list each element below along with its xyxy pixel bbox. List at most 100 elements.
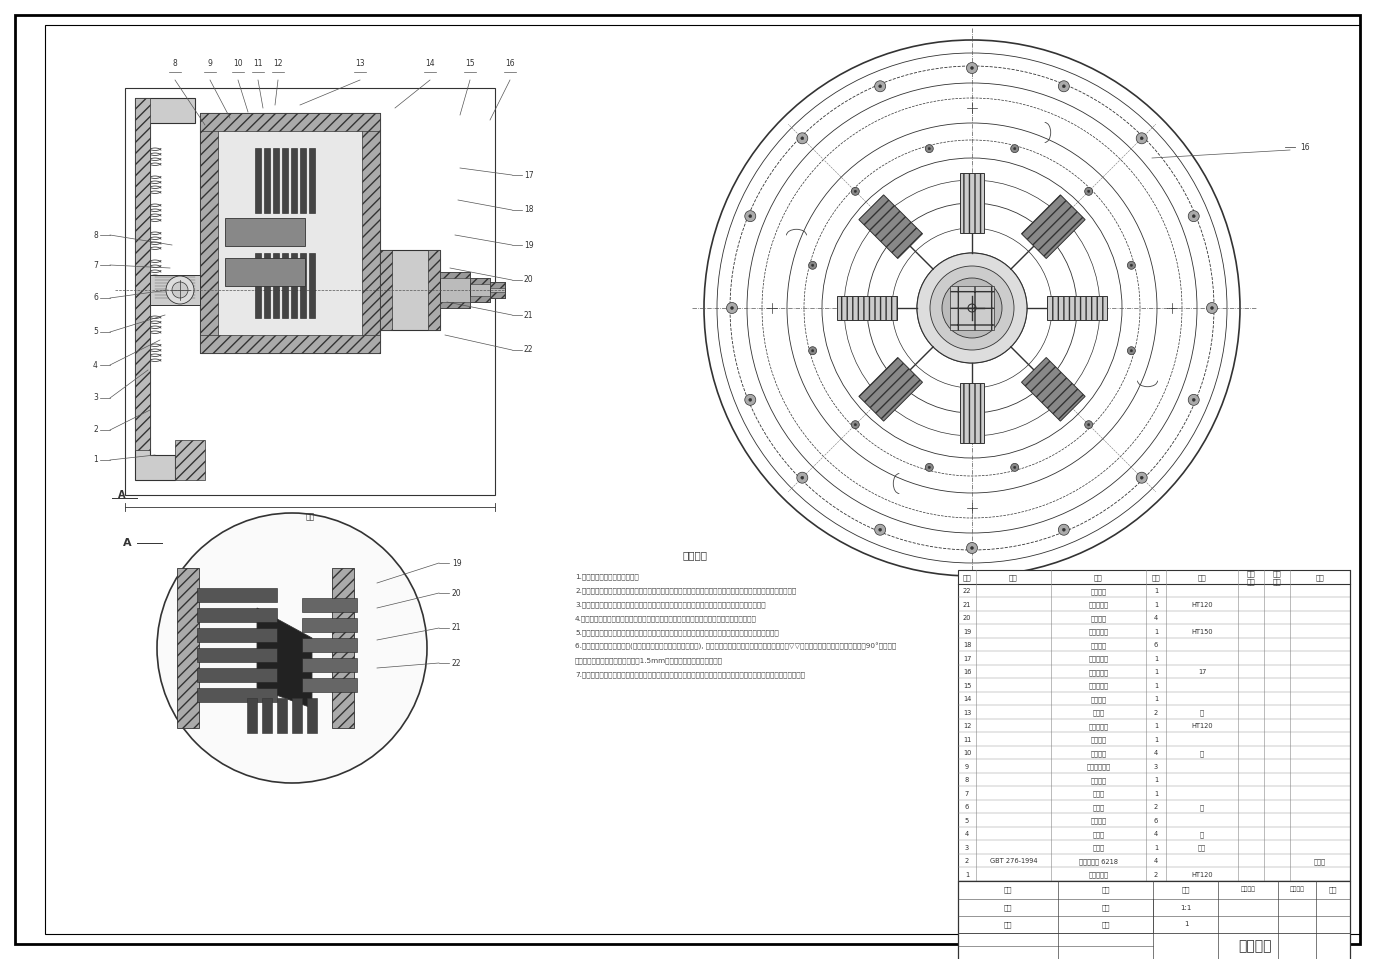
Bar: [309, 253, 315, 318]
Text: 4: 4: [1154, 616, 1158, 621]
Text: HT120: HT120: [1191, 601, 1213, 608]
Circle shape: [166, 276, 194, 304]
Text: 2: 2: [1154, 710, 1158, 715]
Text: 20: 20: [524, 275, 534, 285]
Text: A: A: [118, 490, 125, 500]
Circle shape: [930, 266, 1013, 350]
Circle shape: [800, 137, 804, 140]
Bar: [135, 98, 150, 450]
Text: 1:1: 1:1: [1180, 904, 1192, 910]
Text: 17: 17: [962, 656, 971, 662]
Circle shape: [1188, 211, 1199, 222]
Circle shape: [854, 424, 857, 426]
Circle shape: [172, 282, 188, 298]
Bar: [197, 648, 276, 662]
Circle shape: [968, 184, 975, 192]
Text: 3.进入装配的零件无毛刺（包括冲裁件、热处件），确保零件的稳定装配后的旋转过程运行顺畅。: 3.进入装配的零件无毛刺（包括冲裁件、热处件），确保零件的稳定装配后的旋转过程运…: [575, 601, 766, 608]
Bar: [248, 698, 257, 733]
Circle shape: [1136, 132, 1147, 144]
Text: 总装: 总装: [305, 512, 315, 522]
Circle shape: [1089, 305, 1096, 312]
Text: 20: 20: [962, 616, 971, 621]
Circle shape: [879, 528, 881, 531]
Bar: [197, 608, 276, 622]
Bar: [440, 302, 470, 308]
Circle shape: [749, 215, 752, 218]
Text: 18: 18: [524, 205, 534, 215]
Bar: [197, 668, 276, 682]
Bar: [950, 286, 994, 330]
Bar: [302, 598, 358, 612]
Circle shape: [942, 278, 1002, 338]
Bar: [199, 113, 380, 131]
Circle shape: [745, 394, 756, 406]
Text: 20: 20: [452, 589, 462, 597]
Circle shape: [1011, 145, 1019, 152]
Text: 21: 21: [524, 311, 534, 319]
Bar: [125, 88, 495, 495]
Bar: [470, 278, 490, 284]
Circle shape: [811, 264, 814, 267]
Bar: [199, 335, 380, 353]
Bar: [859, 358, 923, 421]
Bar: [302, 658, 358, 672]
Circle shape: [954, 290, 990, 326]
Bar: [282, 253, 287, 318]
Text: 弹片器: 弹片器: [1093, 710, 1104, 716]
Text: 19: 19: [962, 629, 971, 635]
Text: 从动盘: 从动盘: [1093, 804, 1104, 810]
Circle shape: [874, 525, 886, 535]
Circle shape: [157, 513, 428, 783]
Text: 10: 10: [234, 59, 243, 68]
Text: 合钢: 合钢: [1198, 845, 1206, 851]
Circle shape: [1088, 424, 1090, 426]
Text: 16: 16: [1299, 143, 1309, 152]
Circle shape: [796, 132, 807, 144]
Circle shape: [1188, 394, 1199, 406]
Bar: [177, 568, 199, 728]
Text: 双腔活塞: 双腔活塞: [1090, 696, 1107, 703]
Text: 代号: 代号: [1009, 574, 1018, 581]
Circle shape: [726, 302, 737, 314]
Text: 代号: 代号: [1004, 886, 1012, 893]
Text: 配乘用: 配乘用: [1314, 858, 1326, 865]
Text: A: A: [122, 538, 131, 548]
Bar: [292, 148, 297, 213]
Text: 内摩擦片弹簧: 内摩擦片弹簧: [1086, 763, 1111, 770]
Circle shape: [874, 81, 886, 92]
Text: 4: 4: [965, 831, 969, 837]
Text: 11: 11: [962, 737, 971, 743]
Text: 1: 1: [94, 456, 98, 464]
Text: 序号: 序号: [962, 574, 971, 581]
Bar: [226, 218, 305, 246]
Text: 6: 6: [1154, 818, 1158, 824]
Text: 备注: 备注: [1316, 574, 1324, 581]
Text: 8: 8: [173, 59, 177, 68]
Text: 液压配体: 液压配体: [1090, 777, 1107, 784]
Text: 15: 15: [962, 683, 971, 689]
Bar: [1022, 358, 1085, 421]
Text: 总计
重量: 总计 重量: [1273, 571, 1282, 585]
Bar: [276, 698, 287, 733]
Circle shape: [1140, 477, 1143, 480]
Text: 先动盘: 先动盘: [1093, 790, 1104, 797]
Circle shape: [971, 66, 974, 69]
Text: 3: 3: [94, 393, 98, 403]
Text: 5.各部分零件允许装配，加工过程中无出现卡滞现象，装配后零部件，整套运转完整，整体运行不卡死。: 5.各部分零件允许装配，加工过程中无出现卡滞现象，装配后零部件，整套运转完整，整…: [575, 629, 778, 636]
Bar: [859, 195, 923, 259]
Text: 比例: 比例: [1101, 904, 1110, 911]
Text: 外输出盘: 外输出盘: [1090, 737, 1107, 743]
Text: 蝶形弹簧: 蝶形弹簧: [1090, 817, 1107, 824]
Text: 1: 1: [1154, 791, 1158, 797]
Text: 数量: 数量: [1152, 574, 1160, 581]
Bar: [263, 698, 272, 733]
Text: 21: 21: [452, 623, 462, 633]
Text: 13: 13: [355, 59, 364, 68]
Text: 输入轴: 输入轴: [1093, 845, 1104, 851]
Bar: [282, 148, 287, 213]
Bar: [490, 282, 505, 288]
Bar: [302, 638, 358, 652]
Text: 1: 1: [1154, 845, 1158, 851]
Bar: [490, 292, 505, 298]
Circle shape: [1085, 187, 1093, 196]
